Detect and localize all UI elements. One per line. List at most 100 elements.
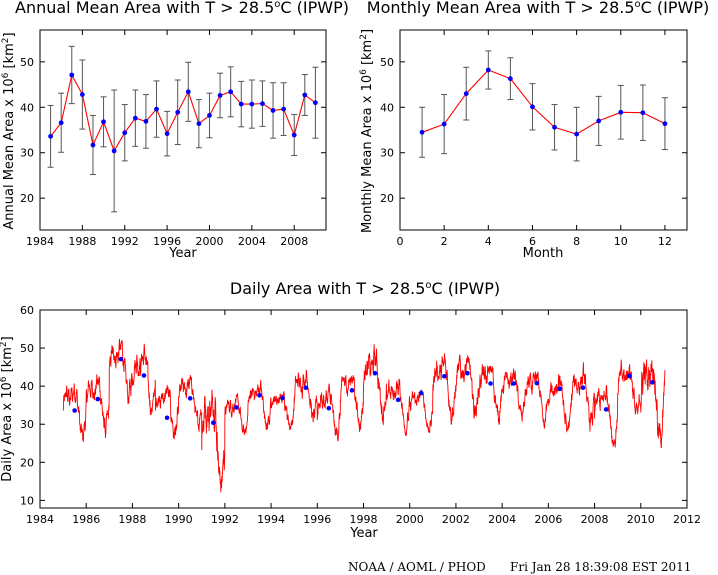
monthly-y-tick-label: 20 bbox=[380, 192, 394, 205]
annual-data-point bbox=[79, 92, 85, 97]
daily-x-tick-label: 2004 bbox=[488, 513, 516, 526]
annual-data-point bbox=[238, 101, 244, 107]
monthly-data-point bbox=[552, 124, 557, 130]
daily-x-tick-label: 2008 bbox=[581, 513, 609, 526]
monthly-data-point bbox=[596, 118, 602, 124]
daily-annual-mean-point bbox=[465, 370, 470, 376]
daily-y-tick-label: 40 bbox=[20, 380, 34, 393]
monthly-y-tick-label: 50 bbox=[380, 56, 394, 69]
monthly-data-point bbox=[485, 67, 491, 73]
daily-x-tick-label: 1986 bbox=[72, 513, 100, 526]
monthly-x-tick-label: 0 bbox=[397, 235, 404, 248]
monthly-mean-chart: Monthly Mean Area with T > 28.5oC (IPWP)… bbox=[359, 0, 709, 261]
monthly-data-point bbox=[463, 91, 469, 97]
daily-x-tick-label: 1998 bbox=[350, 513, 378, 526]
daily-annual-mean-point bbox=[395, 397, 401, 403]
daily-annual-mean-point bbox=[603, 407, 609, 412]
annual-data-point bbox=[260, 101, 265, 107]
annual-y-tick-label: 20 bbox=[20, 192, 34, 205]
annual-data-point bbox=[228, 89, 234, 95]
daily-x-tick-label: 1994 bbox=[257, 513, 285, 526]
daily-annual-mean-point bbox=[626, 373, 632, 379]
annual-data-point bbox=[132, 115, 138, 121]
daily-annual-mean-point bbox=[442, 373, 447, 379]
daily-annual-mean-point bbox=[534, 380, 540, 386]
daily-x-axis-label: Year bbox=[349, 526, 378, 541]
daily-x-tick-label: 2002 bbox=[442, 513, 470, 526]
annual-data-point bbox=[185, 89, 191, 95]
daily-annual-mean-point bbox=[372, 370, 378, 376]
daily-x-tick-label: 1988 bbox=[118, 513, 146, 526]
daily-plot-frame bbox=[39, 309, 688, 509]
annual-x-axis-label: Year bbox=[168, 246, 197, 261]
daily-chart-title: Daily Area with T > 28.5oC (IPWP) bbox=[230, 279, 500, 298]
annual-data-point bbox=[217, 93, 223, 98]
annual-series-line bbox=[50, 73, 316, 153]
daily-y-tick-label: 20 bbox=[20, 456, 34, 469]
annual-data-point bbox=[48, 133, 53, 139]
daily-y-tick-label: 30 bbox=[20, 418, 34, 431]
annual-data-point bbox=[164, 131, 170, 137]
annual-y-tick-label: 40 bbox=[20, 101, 34, 114]
monthly-y-tick-label: 40 bbox=[380, 101, 394, 114]
annual-data-point bbox=[122, 130, 128, 136]
annual-data-point bbox=[69, 72, 75, 78]
daily-annual-mean-point bbox=[650, 380, 655, 385]
annual-x-tick-label: 1992 bbox=[111, 235, 139, 248]
annual-data-point bbox=[111, 148, 117, 154]
monthly-y-tick-label: 30 bbox=[380, 147, 394, 160]
daily-y-tick-label: 10 bbox=[20, 494, 34, 507]
monthly-data-point bbox=[419, 129, 425, 135]
daily-annual-mean-point bbox=[326, 405, 332, 411]
annual-x-tick-label: 2008 bbox=[280, 235, 308, 248]
annual-data-point bbox=[249, 101, 255, 107]
daily-annual-mean-point bbox=[303, 385, 309, 390]
daily-annual-mean-point bbox=[211, 420, 216, 426]
annual-data-point bbox=[291, 132, 297, 138]
monthly-plot-frame bbox=[399, 29, 688, 231]
annual-x-tick-label: 1988 bbox=[68, 235, 96, 248]
daily-annual-mean-point bbox=[95, 396, 101, 402]
monthly-y-axis-label: Monthly Mean Area x 106 [km2] bbox=[359, 29, 375, 233]
annual-plot-frame bbox=[39, 29, 327, 231]
daily-x-tick-label: 2006 bbox=[534, 513, 562, 526]
daily-annual-mean-point bbox=[118, 356, 124, 362]
monthly-data-point bbox=[530, 104, 535, 110]
daily-x-tick-label: 1992 bbox=[211, 513, 239, 526]
monthly-data-point bbox=[618, 109, 624, 115]
annual-data-point bbox=[281, 106, 287, 112]
daily-x-tick-label: 1984 bbox=[26, 513, 54, 526]
daily-x-tick-label: 2000 bbox=[396, 513, 424, 526]
annual-data-point bbox=[313, 100, 318, 106]
annual-x-tick-label: 1984 bbox=[26, 235, 54, 248]
annual-data-point bbox=[302, 92, 308, 98]
monthly-data-point bbox=[574, 131, 580, 137]
daily-annual-mean-point bbox=[234, 405, 239, 410]
daily-area-chart: Daily Area with T > 28.5oC (IPWP) 1984 19… bbox=[0, 279, 701, 541]
daily-annual-mean-point bbox=[257, 392, 262, 398]
daily-annual-mean-point bbox=[164, 415, 170, 421]
monthly-x-tick-label: 10 bbox=[614, 235, 628, 248]
daily-y-tick-label: 60 bbox=[20, 304, 34, 317]
monthly-x-tick-label: 6 bbox=[529, 235, 536, 248]
footer-timestamp: Fri Jan 28 18:39:08 EST 2011 bbox=[510, 560, 691, 574]
daily-y-tick-label: 50 bbox=[20, 342, 34, 355]
annual-y-tick-label: 50 bbox=[20, 56, 34, 69]
daily-x-tick-label: 1990 bbox=[165, 513, 193, 526]
daily-x-tick-label: 1996 bbox=[303, 513, 331, 526]
daily-annual-mean-point bbox=[141, 373, 147, 378]
annual-y-tick-label: 30 bbox=[20, 147, 34, 160]
annual-data-point bbox=[270, 108, 276, 113]
monthly-series-line bbox=[421, 69, 666, 135]
monthly-x-axis-label: Month bbox=[523, 246, 564, 261]
footer-source: NOAA / AOML / PHOD bbox=[348, 560, 486, 574]
monthly-data-point bbox=[640, 110, 646, 116]
daily-annual-mean-point bbox=[488, 381, 493, 386]
annual-y-axis-label: Annual Mean Area x 106 [km2] bbox=[1, 32, 17, 229]
daily-annual-mean-point bbox=[557, 386, 563, 392]
annual-data-point bbox=[90, 142, 96, 148]
annual-x-tick-label: 1996 bbox=[153, 235, 181, 248]
monthly-x-tick-label: 4 bbox=[485, 235, 492, 248]
daily-annual-mean-point bbox=[580, 385, 586, 390]
